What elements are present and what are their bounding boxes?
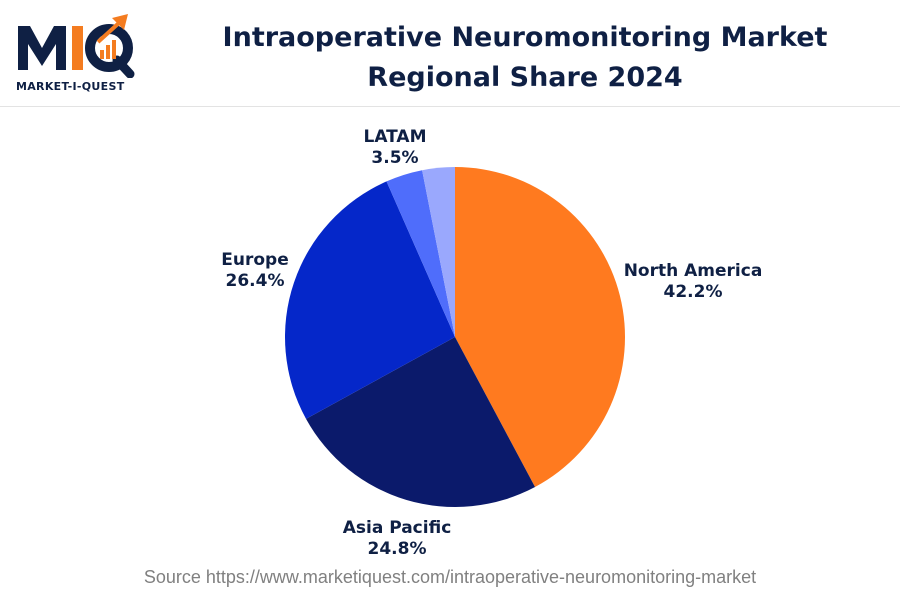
miq-logo-icon [18,14,135,78]
pie-slice-north-america[interactable] [455,167,626,487]
pie-slice-europe[interactable] [285,181,455,419]
brand-logo[interactable]: MARKET-I-QUEST [14,8,144,94]
slice-label-name: LATAM [363,127,426,147]
slice-label-value: 24.8% [368,539,427,559]
chart-title: Intraoperative Neuromonitoring Market Re… [222,22,828,93]
header-divider [0,106,900,107]
slice-label-value: 42.2% [664,282,723,302]
slice-label-name: North America [624,261,763,281]
slice-label-value: 3.5% [371,148,418,168]
pie-slice-asia-pacific[interactable] [306,337,536,508]
brand-name: MARKET-I-QUEST [16,80,125,93]
pie-slice-other[interactable] [422,167,455,337]
header: MARKET-I-QUEST Intraoperative Neuromonit… [0,0,900,106]
slice-label-name: Europe [221,250,288,270]
slice-label-value: 26.4% [226,271,285,291]
pie-slices [285,167,626,508]
pie-slice-latam[interactable] [386,170,455,337]
source-note: Source https://www.marketiquest.com/intr… [143,567,757,587]
slice-label-name: Asia Pacific [343,518,452,538]
